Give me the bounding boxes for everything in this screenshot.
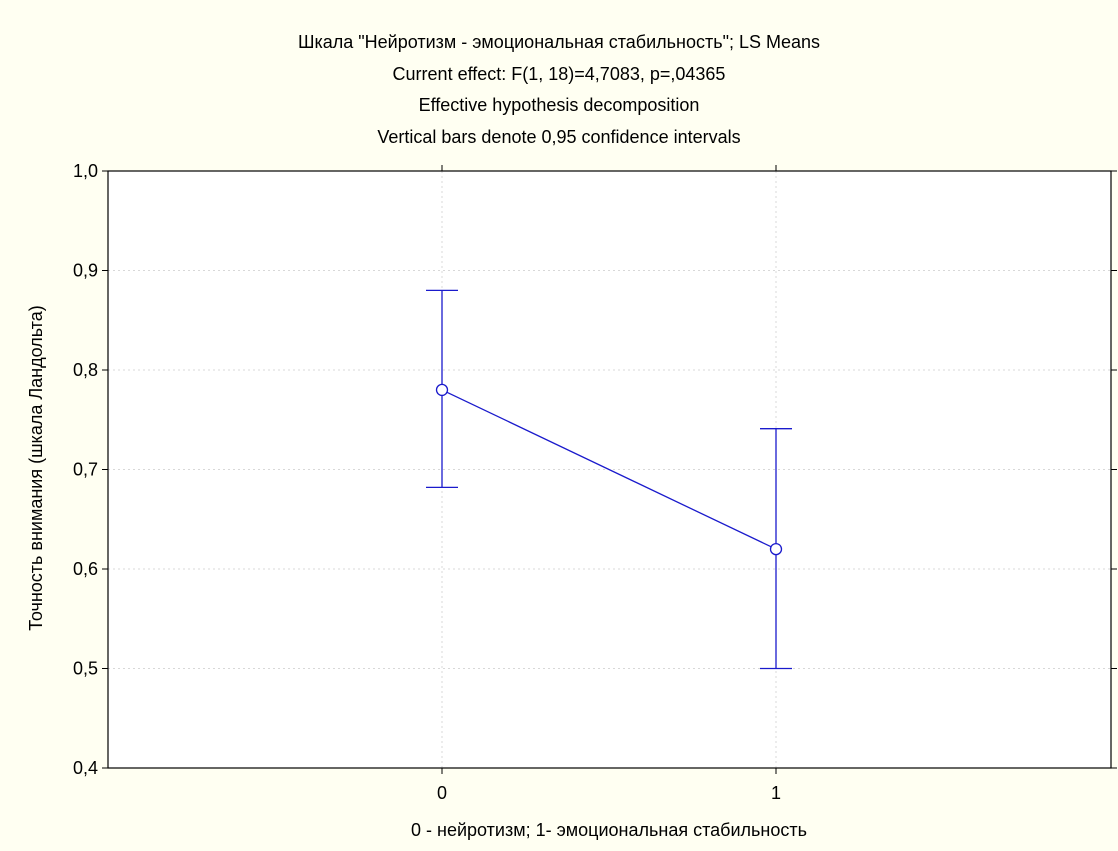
- x-tick-label: 1: [771, 783, 781, 803]
- chart-title-line-1: Шкала "Нейротизм - эмоциональная стабиль…: [298, 32, 820, 52]
- y-tick-label: 1,0: [73, 161, 98, 181]
- y-tick-label: 0,9: [73, 261, 98, 281]
- y-tick-label: 0,8: [73, 360, 98, 380]
- axis-ticks: 0,4 0,5 0,6 0,7 0,8 0,9 1,0 0 1: [73, 161, 1117, 803]
- data-point: [435, 383, 449, 397]
- data-layer: [426, 289, 792, 670]
- chart-title-line-4: Vertical bars denote 0,95 confidence int…: [377, 127, 740, 147]
- series-line: [441, 389, 777, 550]
- x-axis-label: 0 - нейротизм; 1- эмоциональная стабильн…: [411, 820, 807, 840]
- chart-title-line-3: Effective hypothesis decomposition: [419, 95, 700, 115]
- x-tick-label: 0: [437, 783, 447, 803]
- data-point: [769, 542, 783, 556]
- y-tick-label: 0,5: [73, 659, 98, 679]
- y-tick-label: 0,6: [73, 559, 98, 579]
- y-tick-label: 0,7: [73, 460, 98, 480]
- y-axis-label: Точность внимания (шкала Ландольта): [26, 305, 46, 630]
- chart-title-line-2: Current effect: F(1, 18)=4,7083, p=,0436…: [393, 64, 726, 84]
- y-tick-label: 0,4: [73, 758, 98, 778]
